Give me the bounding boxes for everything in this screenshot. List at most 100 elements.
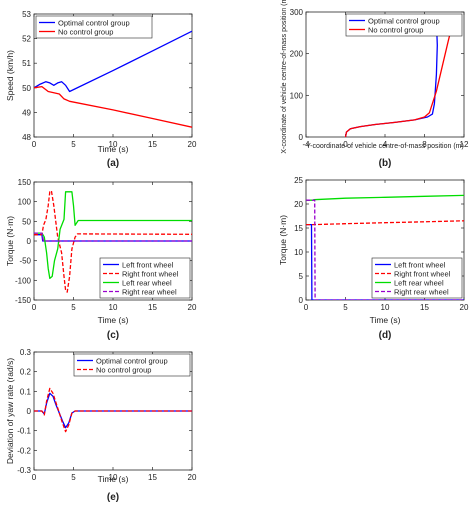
panel-label: (a) xyxy=(107,158,119,169)
y-tick-label: 5 xyxy=(299,272,304,281)
x-tick-label: 20 xyxy=(460,303,469,312)
series-line-2 xyxy=(34,387,192,433)
x-tick-label: 8 xyxy=(422,140,427,149)
y-tick-label: 300 xyxy=(290,8,304,17)
legend-label: Left rear wheel xyxy=(122,278,172,287)
series-line-2 xyxy=(306,220,464,226)
x-tick-label: 20 xyxy=(188,473,197,482)
y-tick-label: 0 xyxy=(27,237,32,246)
x-tick-label: 15 xyxy=(148,473,157,482)
x-tick-label: 4 xyxy=(383,140,388,149)
y-tick-label: 50 xyxy=(22,84,31,93)
x-tick-label: 0 xyxy=(343,140,348,149)
series-line-1 xyxy=(34,30,192,93)
y-tick-label: 49 xyxy=(22,108,31,117)
series-group xyxy=(34,387,192,433)
x-axis-label: Time (s) xyxy=(98,474,129,484)
y-tick-label: 20 xyxy=(294,200,303,209)
legend-label: Optimal control group xyxy=(96,356,168,365)
y-tick-label: 51 xyxy=(22,59,31,68)
y-tick-label: 150 xyxy=(18,178,32,187)
x-tick-label: 5 xyxy=(71,473,76,482)
y-tick-label: -100 xyxy=(15,276,32,285)
legend-label: Left rear wheel xyxy=(394,278,444,287)
series-group xyxy=(34,30,192,128)
y-tick-label: -0.1 xyxy=(17,427,31,436)
y-tick-label: 0.2 xyxy=(20,368,32,377)
x-tick-label: 10 xyxy=(109,473,118,482)
panel-label: (e) xyxy=(107,492,119,503)
legend-label: No control group xyxy=(58,27,113,36)
x-axis-label: Time (s) xyxy=(370,315,401,325)
x-tick-label: 0 xyxy=(32,140,37,149)
series-group xyxy=(344,20,453,137)
y-tick-label: -0.3 xyxy=(17,466,31,475)
x-tick-label: 0 xyxy=(32,303,37,312)
y-tick-label: 10 xyxy=(294,248,303,257)
x-tick-label: 15 xyxy=(148,140,157,149)
x-tick-label: 0 xyxy=(304,303,309,312)
series-line-2 xyxy=(344,25,453,137)
legend-label: Optimal control group xyxy=(58,18,130,27)
y-axis-label: Deviation of yaw rate (rad/s) xyxy=(5,358,15,464)
legend-label: Right front wheel xyxy=(394,269,451,278)
x-tick-label: -4 xyxy=(302,140,310,149)
x-tick-label: 12 xyxy=(460,140,469,149)
legend-box xyxy=(35,15,153,39)
y-tick-label: 52 xyxy=(22,35,31,44)
legend-label: Optimal control group xyxy=(368,16,440,25)
y-axis-label: Torque (N·m) xyxy=(278,215,288,265)
x-tick-label: 10 xyxy=(109,140,118,149)
y-tick-label: 0 xyxy=(299,296,304,305)
legend-label: No control group xyxy=(96,365,151,374)
legend-label: Left front wheel xyxy=(394,260,446,269)
x-tick-label: 5 xyxy=(71,140,76,149)
y-tick-label: 100 xyxy=(18,198,32,207)
y-tick-label: -150 xyxy=(15,296,32,305)
y-tick-label: 0.1 xyxy=(20,387,32,396)
legend-label: Left front wheel xyxy=(122,260,174,269)
series-group xyxy=(34,190,192,293)
y-tick-label: 48 xyxy=(22,133,31,142)
legend-label: No control group xyxy=(368,25,423,34)
x-tick-label: 20 xyxy=(188,140,197,149)
y-tick-label: 0 xyxy=(27,407,32,416)
legend-label: Right rear wheel xyxy=(122,287,177,296)
y-tick-label: 50 xyxy=(22,217,31,226)
panel-label: (c) xyxy=(107,330,119,341)
x-tick-label: 20 xyxy=(188,303,197,312)
series-line-2 xyxy=(34,85,192,128)
y-tick-label: 100 xyxy=(290,91,304,100)
x-tick-label: 5 xyxy=(71,303,76,312)
series-line-4 xyxy=(34,232,192,242)
y-axis-label: Speed (km/h) xyxy=(5,50,15,101)
y-tick-label: 0 xyxy=(299,133,304,142)
chart-panel-3: 0 5 10 15 20 -150 -100 -50 0 50 100 150 Time (s) Torq… xyxy=(5,178,197,341)
series-line-3 xyxy=(34,191,192,280)
x-tick-label: 15 xyxy=(148,303,157,312)
series-line-2 xyxy=(34,190,192,293)
legend-label: Right rear wheel xyxy=(394,287,449,296)
chart-panel-1: 0 5 10 15 20 48 49 50 51 52 53 Time (s) Speed (km/h)… xyxy=(5,10,197,169)
y-tick-label: 15 xyxy=(294,224,303,233)
x-tick-label: 15 xyxy=(420,303,429,312)
x-tick-label: 10 xyxy=(109,303,118,312)
y-tick-label: -50 xyxy=(19,257,31,266)
panel-label: (d) xyxy=(379,330,392,341)
x-axis-label: Time (s) xyxy=(98,144,129,154)
legend-box xyxy=(345,13,463,37)
x-tick-label: 10 xyxy=(381,303,390,312)
chart-panel-4: 0 5 10 15 20 0 5 10 15 20 25 Time (s) Torque (N·m) (d… xyxy=(278,176,469,341)
y-tick-label: 0.3 xyxy=(20,348,32,357)
x-tick-label: 0 xyxy=(32,473,37,482)
y-tick-label: -0.2 xyxy=(17,446,31,455)
x-tick-label: 5 xyxy=(343,303,348,312)
series-group xyxy=(306,194,464,300)
